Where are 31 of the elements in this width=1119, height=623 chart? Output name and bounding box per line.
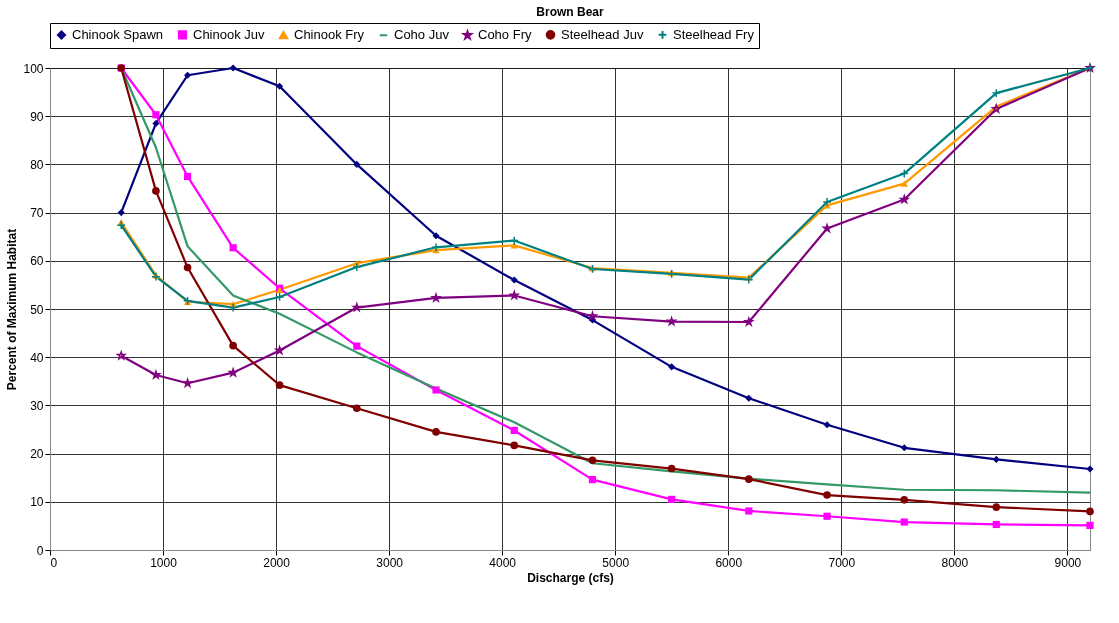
x-tick-label: 1000 bbox=[150, 555, 178, 570]
legend-label: Steelhead Fry bbox=[673, 26, 755, 42]
legend-label: Chinook Juv bbox=[193, 26, 266, 42]
y-tick-label: 50 bbox=[30, 302, 44, 317]
y-tick-label: 0 bbox=[36, 543, 44, 558]
y-tick-label: 20 bbox=[30, 447, 44, 462]
legend-label: Chinook Spawn bbox=[72, 26, 164, 42]
y-tick-label: 10 bbox=[30, 495, 44, 510]
y-axis-title: Percent of Maximum Habitat bbox=[5, 228, 20, 391]
x-tick-label: 3000 bbox=[376, 555, 404, 570]
legend-label: Chinook Fry bbox=[294, 27, 365, 43]
x-axis-title: Discharge (cfs) bbox=[527, 570, 614, 585]
x-tick-label: 9000 bbox=[1054, 555, 1082, 570]
x-tick-label: 5000 bbox=[602, 555, 630, 570]
y-tick-label: 70 bbox=[30, 206, 44, 221]
y-tick-label: 80 bbox=[30, 157, 44, 172]
legend-label: Steelhead Juv bbox=[561, 26, 644, 42]
x-tick-label: 4000 bbox=[489, 555, 517, 570]
y-tick-label: 40 bbox=[30, 350, 44, 365]
x-tick-label: 8000 bbox=[941, 555, 969, 570]
x-tick-label: 6000 bbox=[715, 555, 743, 570]
x-tick-label: 2000 bbox=[263, 555, 291, 570]
x-tick-label: 7000 bbox=[828, 555, 856, 570]
x-tick-label: 0 bbox=[50, 555, 58, 570]
y-tick-label: 90 bbox=[30, 109, 44, 124]
y-tick-label: 100 bbox=[23, 61, 44, 76]
y-tick-label: 60 bbox=[30, 254, 44, 269]
legend-label: Coho Fry bbox=[478, 27, 532, 43]
legend-label: Coho Juv bbox=[394, 27, 450, 43]
y-tick-label: 30 bbox=[30, 398, 44, 413]
chart-title: Brown Bear bbox=[536, 4, 604, 19]
